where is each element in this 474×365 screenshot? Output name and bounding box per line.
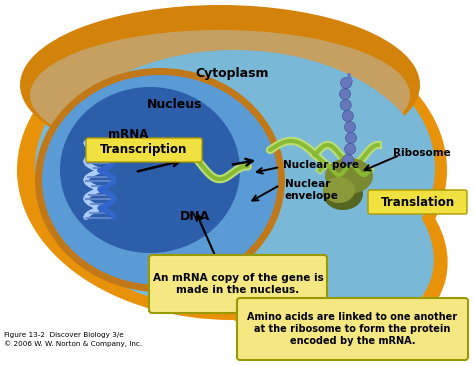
- Text: Translation: Translation: [381, 196, 455, 208]
- Text: An mRNA copy of the gene is
made in the nucleus.: An mRNA copy of the gene is made in the …: [153, 273, 323, 295]
- Circle shape: [342, 111, 353, 122]
- Circle shape: [341, 77, 352, 88]
- Ellipse shape: [17, 20, 447, 320]
- Ellipse shape: [185, 156, 431, 338]
- Circle shape: [343, 154, 354, 165]
- Ellipse shape: [35, 68, 285, 292]
- Ellipse shape: [173, 142, 447, 348]
- FancyBboxPatch shape: [86, 138, 202, 162]
- Text: Nuclear
envelope: Nuclear envelope: [285, 179, 339, 201]
- Text: Nucleus: Nucleus: [147, 99, 203, 111]
- Ellipse shape: [35, 30, 435, 306]
- Ellipse shape: [40, 50, 430, 310]
- Ellipse shape: [182, 150, 434, 336]
- FancyBboxPatch shape: [237, 298, 468, 360]
- Text: DNA: DNA: [180, 211, 210, 223]
- Circle shape: [346, 132, 356, 143]
- Circle shape: [339, 88, 350, 100]
- FancyBboxPatch shape: [149, 255, 327, 313]
- Ellipse shape: [60, 87, 240, 253]
- Text: Nuclear pore: Nuclear pore: [283, 160, 359, 170]
- Ellipse shape: [323, 177, 355, 203]
- Text: mRNA: mRNA: [108, 128, 148, 142]
- Text: Cytoplasm: Cytoplasm: [195, 66, 269, 80]
- Ellipse shape: [30, 30, 410, 160]
- Ellipse shape: [325, 158, 373, 194]
- Circle shape: [345, 122, 356, 132]
- Circle shape: [345, 143, 356, 154]
- Circle shape: [340, 100, 351, 111]
- Text: Amino acids are linked to one another
at the ribosome to form the protein
encode: Amino acids are linked to one another at…: [247, 312, 457, 346]
- Text: Ribosome: Ribosome: [393, 148, 451, 158]
- Ellipse shape: [20, 5, 420, 165]
- Ellipse shape: [42, 75, 278, 285]
- Text: Transcription: Transcription: [100, 143, 188, 157]
- Text: Figure 13-2  Discover Biology 3/e
© 2006 W. W. Norton & Company, Inc.: Figure 13-2 Discover Biology 3/e © 2006 …: [4, 332, 142, 347]
- FancyBboxPatch shape: [368, 190, 467, 214]
- Ellipse shape: [323, 178, 363, 210]
